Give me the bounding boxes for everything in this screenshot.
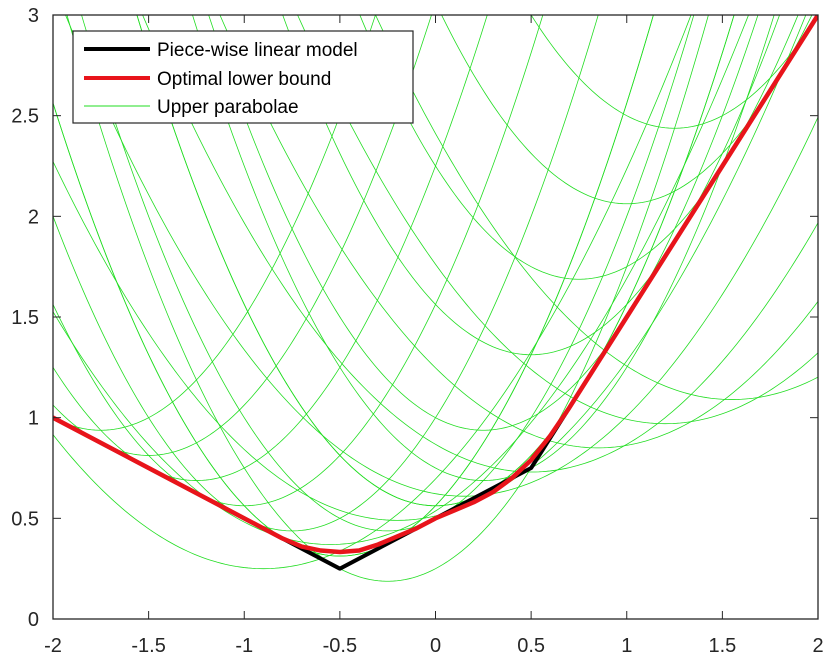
x-tick-label: 0 [430,635,441,657]
x-tick-label: 0.5 [517,635,545,657]
y-tick-label: 3 [28,5,39,27]
x-tick-label: 1.5 [708,635,736,657]
x-tick-label: 2 [812,635,823,657]
legend-label-lower-bound: Optimal lower bound [157,69,331,90]
y-tick-label: 0 [28,609,39,631]
x-tick-label: -1.5 [131,635,165,657]
y-tick-label: 1 [28,408,39,430]
upper-parabola-1 [53,15,432,456]
x-tick-label: 1 [621,635,632,657]
x-tick-label: -1 [235,635,253,657]
upper-parabola-16 [530,15,818,129]
legend-label-parabolae: Upper parabolae [157,97,299,118]
series-optimal-lower-bound-line [53,15,818,555]
x-tick-label: -0.5 [323,635,357,657]
series-group [53,15,818,571]
y-tick-label: 2 [28,206,39,228]
upper-parabola-11 [136,15,735,507]
x-tick-label: -2 [44,635,62,657]
upper-parabola-14 [359,15,799,280]
upper-parabola-wide-7 [375,15,818,400]
y-tick-label: 0.5 [11,508,39,530]
legend-label-piecewise: Piece-wise linear model [157,40,358,61]
upper-parabola-wide-0 [53,15,692,570]
axis-ticks: -2 -1.5 -1 -0.5 0 0.5 1 1.5 2 0 0.5 1 1.5 2 2.5 3 [11,5,823,657]
legend: Piece-wise linear model Optimal lower bo… [72,30,414,124]
upper-parabola-15 [441,15,813,205]
upper-parabola-10 [192,15,775,481]
y-tick-label: 2.5 [11,106,39,128]
upper-parabola-wide-3 [65,15,818,497]
upper-parabola-6 [66,15,709,582]
y-tick-label: 1.5 [11,307,39,329]
upper-parabola-wide-1 [53,15,749,545]
upper-parabola-0 [53,15,376,431]
upper-parabola-wide-6 [297,15,818,425]
upper-parabola-12 [208,15,759,431]
